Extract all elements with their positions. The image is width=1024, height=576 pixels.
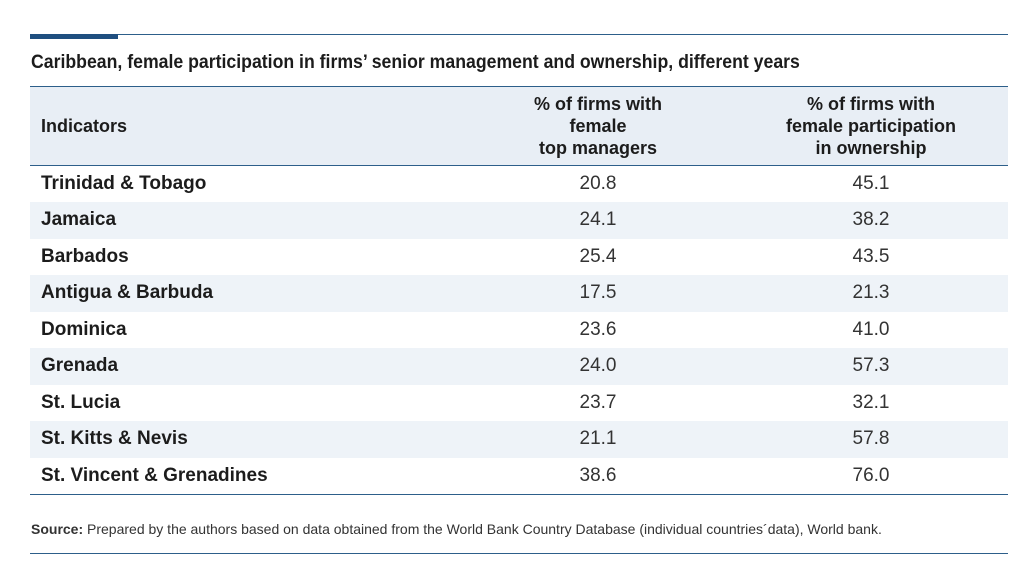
ownership-value: 38.2 [852,209,890,231]
table-row: Barbados 25.4 43.5 [30,239,1008,276]
header-ownership-line-1: % of firms with [806,94,935,114]
ownership-value: 57.8 [852,428,890,450]
bottom-rule [30,553,1008,554]
header-top-managers-line-1: % of firms with [533,94,662,114]
table-row: Trinidad & Tobago 20.8 45.1 [30,166,1008,203]
top-accent-bar [30,34,118,39]
header-row: Indicators % of firms with female top ma… [30,86,1008,166]
data-table: Indicators % of firms with female top ma… [30,86,1008,495]
header-ownership-line-3: in ownership [815,138,927,158]
country-name: Grenada [41,355,119,377]
table-body: Trinidad & Tobago 20.8 45.1 Jamaica 24.1… [30,166,1008,494]
ownership-value: 45.1 [852,173,890,194]
table-row: Grenada 24.0 57.3 [30,348,1008,385]
data-table-container: Indicators % of firms with female top ma… [30,86,1008,495]
country-name: St. Kitts & Nevis [41,428,188,450]
source-label: Source: [31,521,84,537]
table-title: Caribbean, female participation in firms… [31,52,800,73]
country-name: St. Lucia [41,391,121,413]
table-row: Jamaica 24.1 38.2 [30,202,1008,239]
ownership-value: 32.1 [852,391,890,413]
country-name: Trinidad & Tobago [41,173,207,194]
table-row: St. Kitts & Nevis 21.1 57.8 [30,421,1008,458]
table-header: Indicators % of firms with female top ma… [30,86,1008,166]
ownership-value: 41.0 [852,318,890,340]
country-name: Dominica [41,318,127,340]
top-managers-value: 20.8 [579,173,617,194]
header-top-managers: % of firms with female top managers [462,87,734,166]
header-top-managers-line-2: female [569,116,627,136]
ownership-value: 76.0 [852,464,890,486]
top-managers-value: 23.6 [579,318,617,340]
country-name: Jamaica [41,209,117,231]
table-row: St. Vincent & Grenadines 38.6 76.0 [30,458,1008,494]
ownership-value: 57.3 [852,355,890,377]
country-name: Barbados [41,245,129,267]
header-top-managers-line-3: top managers [538,138,658,158]
top-managers-value: 25.4 [579,245,617,267]
source-text: Prepared by the authors based on data ob… [87,521,882,537]
top-managers-value: 21.1 [579,428,617,450]
top-managers-value: 24.0 [579,355,617,377]
header-indicators: Indicators [41,116,128,136]
top-rule [30,34,1008,35]
top-managers-value: 17.5 [579,282,617,304]
ownership-value: 21.3 [852,282,890,304]
table-row: Dominica 23.6 41.0 [30,312,1008,349]
top-managers-value: 23.7 [579,391,617,413]
header-ownership-line-2: female participation [785,116,957,136]
country-name: St. Vincent & Grenadines [41,464,268,486]
top-managers-value: 24.1 [579,209,617,231]
header-ownership: % of firms with female participation in … [734,87,1008,166]
table-row: St. Lucia 23.7 32.1 [30,385,1008,422]
source-note: Source: Prepared by the authors based on… [31,521,882,537]
ownership-value: 43.5 [852,245,890,267]
country-name: Antigua & Barbuda [41,282,214,304]
table-row: Antigua & Barbuda 17.5 21.3 [30,275,1008,312]
top-managers-value: 38.6 [579,464,617,486]
